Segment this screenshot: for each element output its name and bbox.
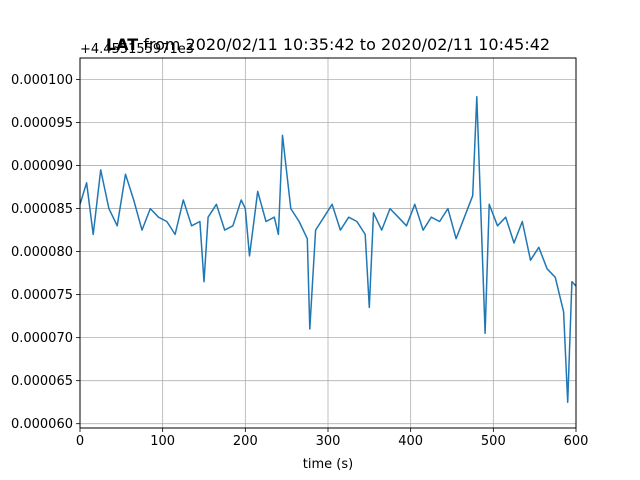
y-tick-label: 0.000085 bbox=[11, 202, 73, 217]
y-tick-label: 0.000065 bbox=[11, 374, 73, 389]
y-tick-label: 0.000080 bbox=[11, 245, 73, 260]
x-tick-label: 100 bbox=[150, 434, 175, 449]
chart-title-rest: from 2020/02/11 10:35:42 to 2020/02/11 1… bbox=[138, 35, 550, 54]
chart-title-bold: LAT bbox=[106, 35, 138, 54]
data-line-layer bbox=[79, 95, 577, 403]
x-tick-label: 200 bbox=[233, 434, 258, 449]
series-line bbox=[79, 95, 577, 403]
chart-title: LAT from 2020/02/11 10:35:42 to 2020/02/… bbox=[106, 35, 550, 54]
x-tick-label: 400 bbox=[398, 434, 423, 449]
x-tick-label: 0 bbox=[76, 434, 84, 449]
x-axis-label: time (s) bbox=[303, 457, 353, 472]
y-tick-label: 0.000075 bbox=[11, 288, 73, 303]
x-tick-label: 600 bbox=[564, 434, 589, 449]
y-tick-label: 0.000070 bbox=[11, 331, 73, 346]
y-tick-label: 0.000090 bbox=[11, 159, 73, 174]
grid-lines bbox=[79, 58, 577, 428]
x-tick-label: 300 bbox=[316, 434, 341, 449]
y-offset-label: +4.455155971e3 bbox=[80, 42, 194, 57]
x-tick-label: 500 bbox=[481, 434, 506, 449]
y-tick-label: 0.000095 bbox=[11, 116, 73, 131]
axis-ticks: 0 100 200 300 400 500 600 0.000060 0.000065 0.000… bbox=[11, 73, 588, 449]
y-tick-label: 0.000060 bbox=[11, 417, 73, 432]
y-tick-label: 0.000100 bbox=[11, 73, 73, 88]
